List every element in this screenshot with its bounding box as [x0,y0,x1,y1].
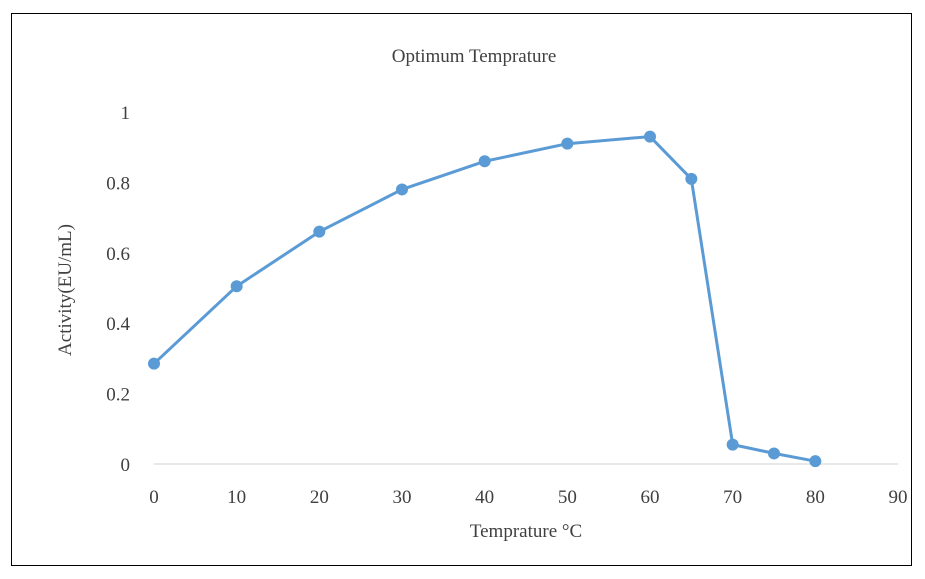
data-point [768,447,780,460]
data-point [809,455,822,468]
series-layer [148,130,822,468]
y-tick-label: 0 [121,455,131,476]
x-axis-label: Temprature °C [470,521,582,542]
data-point [644,130,656,143]
y-tick-label: 0.4 [106,314,130,335]
data-point [561,137,574,150]
y-tick-label: 0.8 [106,173,130,194]
data-point [685,172,698,185]
x-axis-ticks: 0 10 20 30 40 50 60 70 80 90 [149,487,907,508]
x-tick-label: 70 [723,487,742,508]
y-tick-label: 1 [121,103,131,124]
data-point [478,155,491,168]
chart-title: Optimum Temprature [392,46,557,67]
data-point [230,280,243,293]
x-tick-label: 50 [558,487,577,508]
x-tick-label: 60 [641,487,660,508]
data-point [396,183,408,196]
x-tick-label: 10 [227,487,246,508]
data-point [313,225,326,238]
chart-frame [11,13,912,566]
y-tick-label: 0.6 [106,244,130,265]
series-line [152,135,816,463]
x-tick-label: 20 [310,487,329,508]
x-tick-label: 90 [889,487,908,508]
x-tick-label: 40 [475,487,494,508]
data-point [148,357,160,370]
y-axis-ticks: 0 0.2 0.4 0.6 0.8 1 [106,103,130,476]
x-tick-label: 80 [806,487,825,508]
y-axis-label: Activity(EU/mL) [55,224,76,356]
y-tick-label: 0.2 [106,385,130,406]
x-tick-label: 30 [393,487,412,508]
x-tick-label: 0 [149,487,159,508]
data-point [726,438,739,451]
